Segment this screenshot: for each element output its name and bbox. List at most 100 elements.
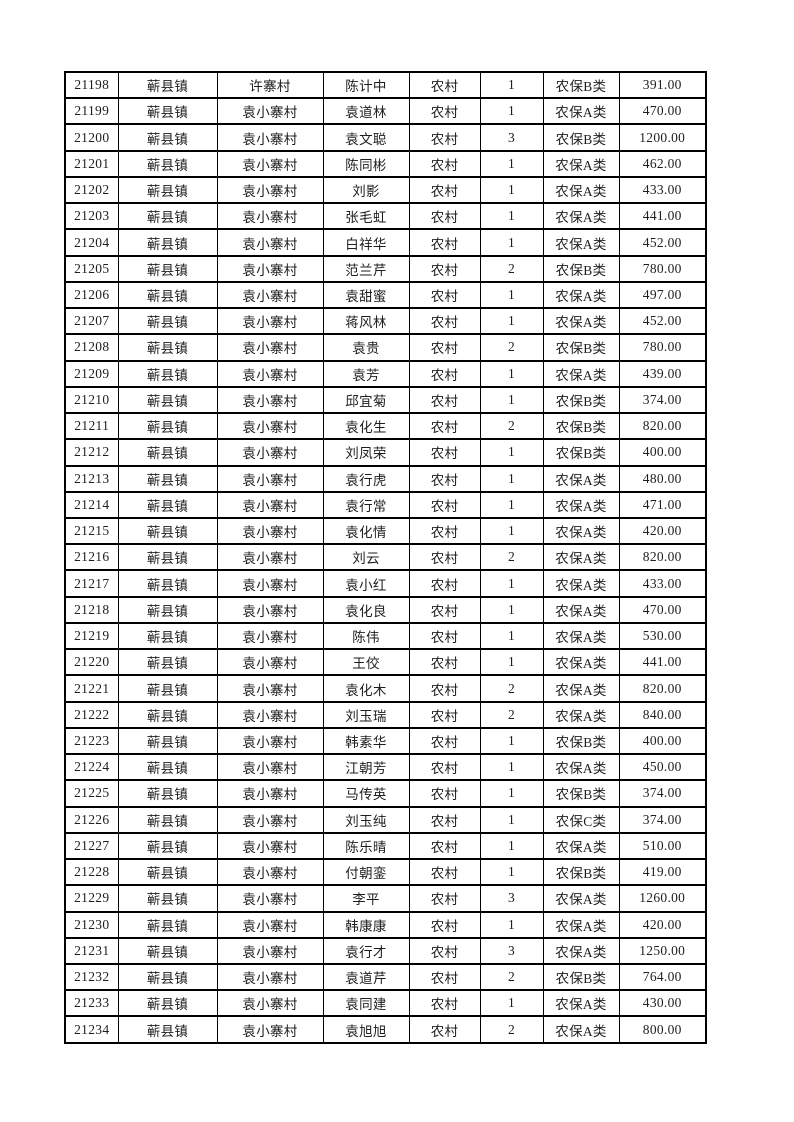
table-row: 21208 蕲县镇 袁小寨村 袁贵 农村 2 农保B类 780.00: [64, 333, 707, 362]
cell-person-count: 1: [479, 648, 544, 677]
cell-record-id: 21214: [64, 490, 119, 519]
cell-town: 蕲县镇: [117, 831, 218, 861]
cell-person-count: 1: [479, 307, 544, 336]
cell-person-count: 2: [479, 700, 544, 729]
cell-village: 袁小寨村: [216, 989, 324, 1018]
cell-person-count: 2: [479, 254, 544, 283]
table-row: 21219 蕲县镇 袁小寨村 陈伟 农村 1 农保A类 530.00: [64, 621, 707, 651]
cell-residence-type: 农村: [408, 779, 481, 808]
cell-town: 蕲县镇: [117, 648, 218, 677]
cell-record-id: 21203: [64, 202, 119, 231]
cell-residence-type: 农村: [408, 254, 481, 283]
table-row: 21210 蕲县镇 袁小寨村 邱宜菊 农村 1 农保B类 374.00: [64, 385, 707, 415]
cell-residence-type: 农村: [408, 280, 481, 310]
cell-village: 袁小寨村: [216, 621, 324, 651]
cell-amount: 497.00: [618, 280, 707, 310]
cell-person-count: 2: [479, 962, 544, 992]
cell-person-name: 袁小红: [322, 569, 410, 598]
cell-residence-type: 农村: [408, 307, 481, 336]
cell-insurance-type: 农保A类: [542, 543, 620, 572]
cell-residence-type: 农村: [408, 648, 481, 677]
cell-record-id: 21202: [64, 175, 119, 205]
cell-record-id: 21198: [64, 70, 119, 100]
cell-person-name: 刘玉纯: [322, 805, 410, 834]
cell-record-id: 21212: [64, 438, 119, 467]
cell-residence-type: 农村: [408, 333, 481, 362]
cell-town: 蕲县镇: [117, 726, 218, 756]
cell-insurance-type: 农保B类: [542, 254, 620, 283]
cell-residence-type: 农村: [408, 438, 481, 467]
cell-amount: 820.00: [618, 674, 707, 703]
cell-person-count: 1: [479, 595, 544, 624]
table-row: 21209 蕲县镇 袁小寨村 袁芳 农村 1 农保A类 439.00: [64, 359, 707, 388]
cell-amount: 1200.00: [618, 123, 707, 152]
cell-insurance-type: 农保B类: [542, 412, 620, 441]
cell-village: 袁小寨村: [216, 123, 324, 152]
cell-person-count: 3: [479, 123, 544, 152]
cell-residence-type: 农村: [408, 858, 481, 887]
cell-town: 蕲县镇: [117, 280, 218, 310]
cell-person-count: 1: [479, 831, 544, 861]
cell-town: 蕲县镇: [117, 254, 218, 283]
cell-person-name: 刘玉瑞: [322, 700, 410, 729]
cell-person-name: 袁文聪: [322, 123, 410, 152]
cell-person-name: 袁行常: [322, 490, 410, 519]
cell-person-count: 1: [479, 464, 544, 493]
table-row: 21231 蕲县镇 袁小寨村 袁行才 农村 3 农保A类 1250.00: [64, 936, 707, 965]
cell-amount: 374.00: [618, 805, 707, 834]
cell-insurance-type: 农保A类: [542, 753, 620, 782]
cell-record-id: 21229: [64, 884, 119, 913]
cell-person-count: 2: [479, 1015, 544, 1044]
cell-person-name: 王佼: [322, 648, 410, 677]
cell-insurance-type: 农保B类: [542, 962, 620, 992]
cell-residence-type: 农村: [408, 490, 481, 519]
cell-insurance-type: 农保A类: [542, 910, 620, 939]
cell-person-count: 1: [479, 280, 544, 310]
table-row: 21233 蕲县镇 袁小寨村 袁同建 农村 1 农保A类 430.00: [64, 989, 707, 1018]
cell-insurance-type: 农保B类: [542, 385, 620, 415]
cell-town: 蕲县镇: [117, 936, 218, 965]
cell-town: 蕲县镇: [117, 1015, 218, 1044]
cell-insurance-type: 农保A类: [542, 307, 620, 336]
cell-record-id: 21219: [64, 621, 119, 651]
cell-person-count: 1: [479, 621, 544, 651]
table-row: 21228 蕲县镇 袁小寨村 付朝銮 农村 1 农保B类 419.00: [64, 858, 707, 887]
cell-person-count: 1: [479, 858, 544, 887]
table-row: 21223 蕲县镇 袁小寨村 韩素华 农村 1 农保B类 400.00: [64, 726, 707, 756]
table-row: 21226 蕲县镇 袁小寨村 刘玉纯 农村 1 农保C类 374.00: [64, 805, 707, 834]
cell-person-name: 韩康康: [322, 910, 410, 939]
cell-village: 袁小寨村: [216, 1015, 324, 1044]
cell-insurance-type: 农保C类: [542, 805, 620, 834]
cell-person-name: 袁化木: [322, 674, 410, 703]
cell-amount: 391.00: [618, 70, 707, 100]
table-row: 21224 蕲县镇 袁小寨村 江朝芳 农村 1 农保A类 450.00: [64, 753, 707, 782]
cell-town: 蕲县镇: [117, 438, 218, 467]
table-row: 21204 蕲县镇 袁小寨村 白祥华 农村 1 农保A类 452.00: [64, 228, 707, 257]
cell-village: 袁小寨村: [216, 464, 324, 493]
cell-town: 蕲县镇: [117, 595, 218, 624]
cell-person-count: 3: [479, 936, 544, 965]
cell-person-name: 刘影: [322, 175, 410, 205]
table-row: 21234 蕲县镇 袁小寨村 袁旭旭 农村 2 农保A类 800.00: [64, 1015, 707, 1044]
cell-town: 蕲县镇: [117, 753, 218, 782]
cell-residence-type: 农村: [408, 385, 481, 415]
cell-record-id: 21227: [64, 831, 119, 861]
cell-insurance-type: 农保A类: [542, 490, 620, 519]
table-row: 21220 蕲县镇 袁小寨村 王佼 农村 1 农保A类 441.00: [64, 648, 707, 677]
cell-record-id: 21209: [64, 359, 119, 388]
cell-record-id: 21206: [64, 280, 119, 310]
cell-insurance-type: 农保B类: [542, 438, 620, 467]
cell-amount: 530.00: [618, 621, 707, 651]
cell-village: 袁小寨村: [216, 726, 324, 756]
cell-amount: 471.00: [618, 490, 707, 519]
cell-person-count: 1: [479, 516, 544, 546]
cell-insurance-type: 农保A类: [542, 595, 620, 624]
cell-amount: 462.00: [618, 149, 707, 178]
table-row: 21207 蕲县镇 袁小寨村 蒋风林 农村 1 农保A类 452.00: [64, 307, 707, 336]
cell-record-id: 21228: [64, 858, 119, 887]
cell-amount: 840.00: [618, 700, 707, 729]
cell-record-id: 21199: [64, 97, 119, 126]
table-row: 21200 蕲县镇 袁小寨村 袁文聪 农村 3 农保B类 1200.00: [64, 123, 707, 152]
cell-town: 蕲县镇: [117, 910, 218, 939]
cell-person-name: 刘凤荣: [322, 438, 410, 467]
